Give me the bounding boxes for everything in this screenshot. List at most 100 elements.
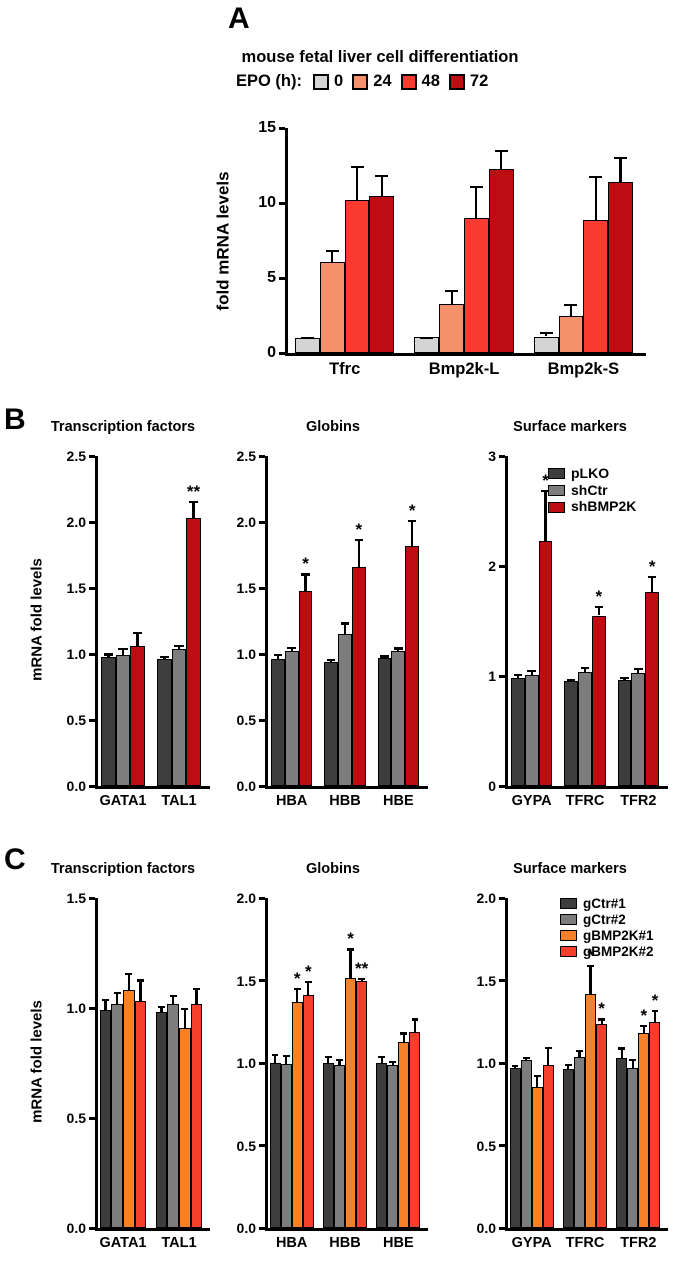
y-axis-tick-label: 2.5	[236, 448, 256, 464]
legend-label-epo-0: 0	[334, 72, 344, 90]
error-bar	[285, 1054, 288, 1064]
y-axis-tick-label: 1.5	[236, 972, 256, 989]
error-bar	[290, 646, 293, 652]
legend-label-shbmp2k: shBMP2K	[571, 498, 637, 515]
error-bar-cap	[541, 490, 550, 493]
legend-entry-shctr[interactable]: shCtr	[548, 482, 636, 499]
y-axis-tick-label: 0	[488, 778, 496, 794]
error-bar	[411, 520, 414, 546]
y-axis-tick	[89, 586, 95, 590]
y-axis-label: mRNA fold levels	[28, 1000, 46, 1123]
error-bar	[637, 667, 640, 673]
y-axis-tick	[279, 126, 285, 130]
legend-entry-epo-0[interactable]: 0	[313, 72, 343, 91]
legend-label-gctr1: gCtr#1	[583, 896, 626, 911]
legend-entry-epo-48[interactable]: 48	[400, 72, 440, 91]
error-bar	[413, 1018, 417, 1032]
legend-swatch-shbmp2k	[548, 501, 565, 513]
error-bar-cap	[629, 1058, 637, 1062]
y-axis-tick-label: 0.5	[236, 1137, 256, 1154]
y-axis-tick-label: 2.5	[66, 448, 86, 464]
bar	[573, 1057, 585, 1228]
significance-marker: *	[640, 1006, 648, 1026]
error-bar	[653, 1010, 657, 1022]
y-axis-tick	[499, 454, 505, 458]
bar	[269, 1063, 281, 1228]
panel-b-chart-1-title: Transcription factors	[50, 419, 196, 435]
y-axis-tick-label: 0.0	[66, 1220, 86, 1236]
significance-marker: *	[355, 520, 363, 540]
legend-entry-gbmp2k1[interactable]: gBMP2K#1	[560, 928, 654, 943]
error-bar	[331, 249, 334, 262]
y-axis-tick-label: 0.5	[236, 712, 256, 728]
y-axis-tick	[259, 1226, 265, 1230]
y-axis-tick	[259, 784, 265, 788]
legend-label-gctr2: gCtr#2	[583, 912, 626, 928]
y-axis-tick	[89, 1006, 95, 1010]
significance-marker: *	[347, 929, 354, 949]
panel-c-chart-1-title: Transcription factors	[50, 861, 196, 877]
x-axis-group-label: HBA	[275, 793, 308, 809]
legend-entry-epo-72[interactable]: 72	[448, 72, 488, 91]
x-axis	[265, 1228, 428, 1231]
error-bar	[594, 176, 597, 220]
y-axis	[505, 898, 508, 1228]
error-bar-cap	[564, 303, 578, 306]
y-axis	[95, 456, 98, 786]
bar	[578, 671, 592, 786]
error-bar	[139, 979, 142, 1002]
legend-label-epo-48: 48	[421, 72, 440, 90]
error-bar	[567, 1063, 570, 1069]
error-bar-cap	[273, 654, 283, 657]
error-bar-cap	[566, 678, 576, 681]
error-bar-cap	[136, 979, 145, 982]
legend-entry-epo-24[interactable]: 24	[352, 72, 392, 91]
y-axis-tick	[259, 652, 265, 656]
panel-b-legend: pLKO shCtr shBMP2K	[548, 465, 636, 516]
error-bar	[450, 290, 453, 304]
bar	[99, 1010, 112, 1228]
error-bar	[307, 980, 310, 995]
bar	[616, 1058, 628, 1228]
significance-marker: *	[587, 945, 594, 965]
bar	[322, 1063, 334, 1228]
error-bar	[620, 1047, 623, 1059]
y-axis-tick	[259, 520, 265, 524]
bar	[488, 168, 514, 353]
error-bar-cap	[576, 1049, 583, 1052]
panel-a-legend: EPO (h): 0 24 48 72	[236, 72, 488, 91]
legend-entry-gctr2[interactable]: gCtr#2	[560, 912, 654, 927]
y-axis-tick-label: 2.0	[236, 514, 256, 530]
error-bar	[104, 999, 107, 1011]
y-axis-tick	[259, 1144, 265, 1147]
y-axis-tick-label: 0.0	[476, 1220, 496, 1236]
bar	[167, 1003, 179, 1228]
error-bar-cap	[647, 575, 657, 579]
x-axis-group-label: HBE	[383, 1235, 414, 1251]
y-axis	[505, 456, 508, 786]
bar	[464, 218, 489, 353]
y-axis-tick-label: 1.5	[66, 890, 86, 906]
y-axis-tick-label: 1.5	[476, 972, 496, 989]
panel-c-chart-surface-markers: 0.0 0.5 1.0 1.5 2.0 GYPA * * TFRC * * TFR2	[477, 890, 668, 1251]
y-axis-tick-label: 1	[488, 668, 496, 684]
error-bar-cap	[469, 185, 483, 188]
error-bar-cap	[407, 520, 417, 523]
x-axis-group-label: HBB	[329, 1235, 361, 1251]
bar	[509, 1067, 521, 1228]
error-bar-cap	[445, 290, 459, 293]
bar	[115, 655, 131, 786]
legend-entry-gctr1[interactable]: gCtr#1	[560, 896, 654, 911]
legend-entry-gbmp2k2[interactable]: gBMP2K#2	[560, 944, 654, 959]
x-axis-group-label: GYPA	[511, 793, 552, 809]
error-bar-cap	[304, 980, 312, 983]
error-bar	[631, 1058, 634, 1068]
legend-entry-shbmp2k[interactable]: shBMP2K	[548, 499, 636, 515]
bar	[510, 677, 525, 786]
error-bar	[276, 654, 279, 659]
bar	[638, 1033, 650, 1228]
error-bar-cap	[103, 653, 113, 656]
bar	[645, 592, 660, 786]
legend-entry-plko[interactable]: pLKO	[548, 465, 636, 482]
error-bar-cap	[620, 677, 629, 680]
